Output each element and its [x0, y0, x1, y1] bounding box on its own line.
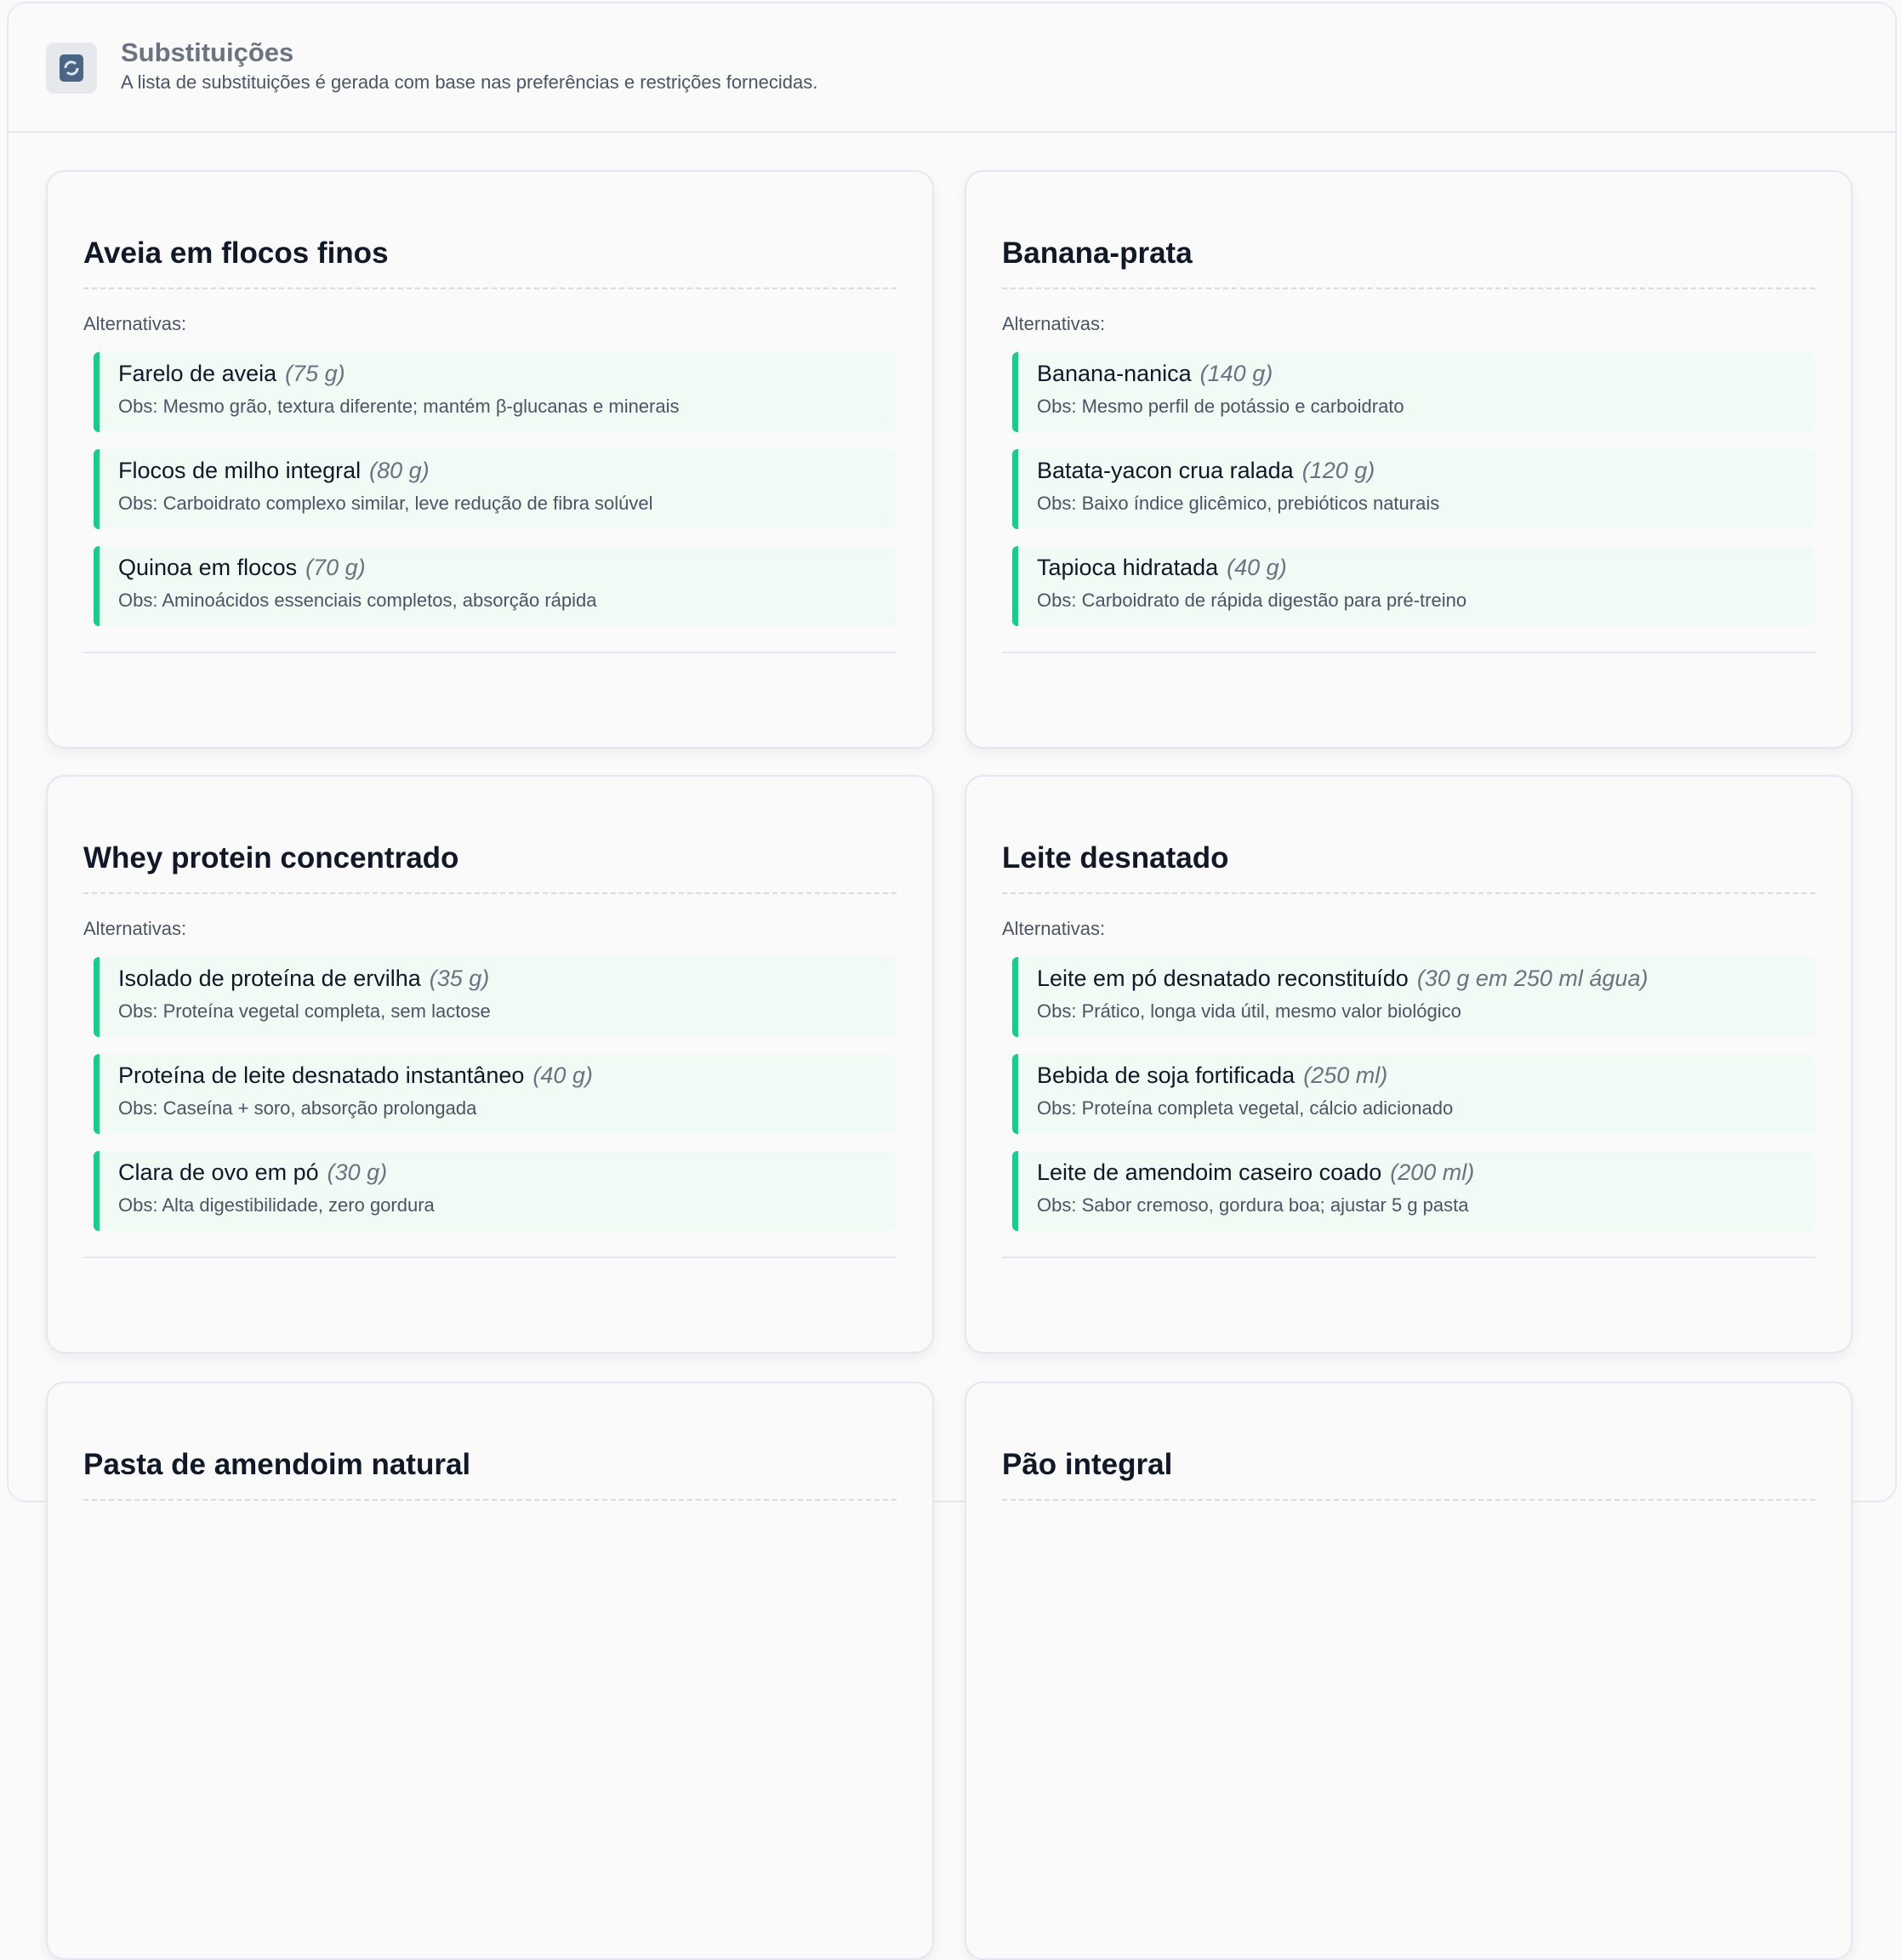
substitution-card: Leite desnatado Alternativas: Leite em pó…	[965, 775, 1853, 1353]
item-note: Obs: Proteína vegetal completa, sem lact…	[118, 1000, 491, 1022]
item-name: Proteína de leite desnatado instantâneo	[118, 1063, 525, 1088]
alternative-item: Bebida de soja fortificada (250 ml) Obs: …	[1012, 1054, 1815, 1134]
item-name: Tapioca hidratada	[1037, 555, 1219, 580]
alternative-item: Farelo de aveia (75 g) Obs: Mesmo grão, t…	[94, 352, 897, 432]
alternative-item: Isolado de proteína de ervilha (35 g) Obs…	[94, 957, 897, 1037]
item-name: Flocos de milho integral	[118, 458, 362, 483]
substitution-card: Pasta de amendoim natural	[46, 1382, 934, 1960]
refresh-icon	[46, 43, 97, 94]
divider	[1002, 1256, 1815, 1258]
item-note: Obs: Proteína completa vegetal, cálcio a…	[1037, 1097, 1454, 1119]
item-quantity: (40 g)	[532, 1063, 593, 1088]
substitution-card: Whey protein concentrado Alternativas: Is…	[46, 775, 934, 1353]
item-name: Banana-nanica	[1037, 361, 1192, 386]
alternatives-label: Alternativas:	[83, 918, 187, 939]
item-note: Obs: Baixo índice glicêmico, prebióticos…	[1037, 493, 1440, 514]
alternative-item: Leite em pó desnatado reconstituído (30 g…	[1012, 957, 1815, 1037]
alternative-item: Clara de ovo em pó (30 g) Obs: Alta diges…	[94, 1151, 897, 1231]
item-note: Obs: Caseína + soro, absorção prolongada	[118, 1097, 477, 1119]
item-name: Leite em pó desnatado reconstituído	[1037, 966, 1409, 991]
divider	[83, 1256, 897, 1258]
item-note: Obs: Prático, longa vida útil, mesmo val…	[1037, 1000, 1461, 1022]
item-quantity: (200 ml)	[1390, 1159, 1475, 1185]
alternative-item: Banana-nanica (140 g) Obs: Mesmo perfil d…	[1012, 352, 1815, 432]
item-quantity: (40 g)	[1227, 555, 1287, 580]
item-quantity: (250 ml)	[1303, 1063, 1388, 1088]
alternatives-label: Alternativas:	[83, 313, 187, 334]
alternative-item: Quinoa em flocos (70 g) Obs: Aminoácidos …	[94, 546, 897, 626]
item-name: Quinoa em flocos	[118, 555, 298, 580]
alternative-item: Batata-yacon crua ralada (120 g) Obs: Bai…	[1012, 449, 1815, 529]
alternatives-label: Alternativas:	[1002, 313, 1106, 334]
item-quantity: (35 g)	[429, 966, 490, 991]
item-note: Obs: Aminoácidos essenciais completos, a…	[118, 590, 597, 611]
page-title: Substituições	[121, 37, 294, 67]
item-quantity: (30 g em 250 ml água)	[1416, 966, 1649, 991]
item-name: Isolado de proteína de ervilha	[118, 966, 421, 991]
substitution-card: Pão integral	[965, 1382, 1853, 1960]
item-note: Obs: Carboidrato complexo similar, leve …	[118, 493, 653, 514]
card-title: Pão integral	[1002, 1448, 1815, 1501]
alternative-item: Tapioca hidratada (40 g) Obs: Carboidrato…	[1012, 546, 1815, 626]
item-note: Obs: Mesmo grão, textura diferente; mant…	[118, 396, 680, 417]
substitution-card: Aveia em flocos finos Alternativas: Farel…	[46, 170, 934, 749]
item-quantity: (120 g)	[1301, 458, 1375, 483]
item-note: Obs: Mesmo perfil de potássio e carboidr…	[1037, 396, 1404, 417]
page-subtitle: A lista de substituições é gerada com ba…	[121, 71, 818, 93]
panel-header: Substituições A lista de substituições é…	[9, 3, 1895, 133]
alternative-item: Proteína de leite desnatado instantâneo (…	[94, 1054, 897, 1134]
card-title: Pasta de amendoim natural	[83, 1448, 897, 1501]
item-quantity: (140 g)	[1199, 361, 1273, 386]
alternative-item: Flocos de milho integral (80 g) Obs: Carb…	[94, 449, 897, 529]
card-title: Banana-prata	[1002, 236, 1815, 289]
card-title: Whey protein concentrado	[83, 841, 897, 894]
item-note: Obs: Alta digestibilidade, zero gordura	[118, 1194, 435, 1216]
item-name: Batata-yacon crua ralada	[1037, 458, 1294, 483]
divider	[83, 652, 897, 653]
alternative-item: Leite de amendoim caseiro coado (200 ml) …	[1012, 1151, 1815, 1231]
item-note: Obs: Sabor cremoso, gordura boa; ajustar…	[1037, 1194, 1469, 1216]
item-name: Bebida de soja fortificada	[1037, 1063, 1296, 1088]
item-name: Leite de amendoim caseiro coado	[1037, 1159, 1382, 1185]
substitution-card: Banana-prata Alternativas: Banana-nanica (…	[965, 170, 1853, 749]
item-quantity: (70 g)	[305, 555, 366, 580]
item-quantity: (75 g)	[285, 361, 345, 386]
alternatives-label: Alternativas:	[1002, 918, 1106, 939]
item-note: Obs: Carboidrato de rápida digestão para…	[1037, 590, 1467, 611]
item-quantity: (30 g)	[327, 1159, 388, 1185]
divider	[1002, 652, 1815, 653]
item-quantity: (80 g)	[369, 458, 430, 483]
item-name: Clara de ovo em pó	[118, 1159, 319, 1185]
item-name: Farelo de aveia	[118, 361, 277, 386]
card-title: Aveia em flocos finos	[83, 236, 897, 289]
card-title: Leite desnatado	[1002, 841, 1815, 894]
